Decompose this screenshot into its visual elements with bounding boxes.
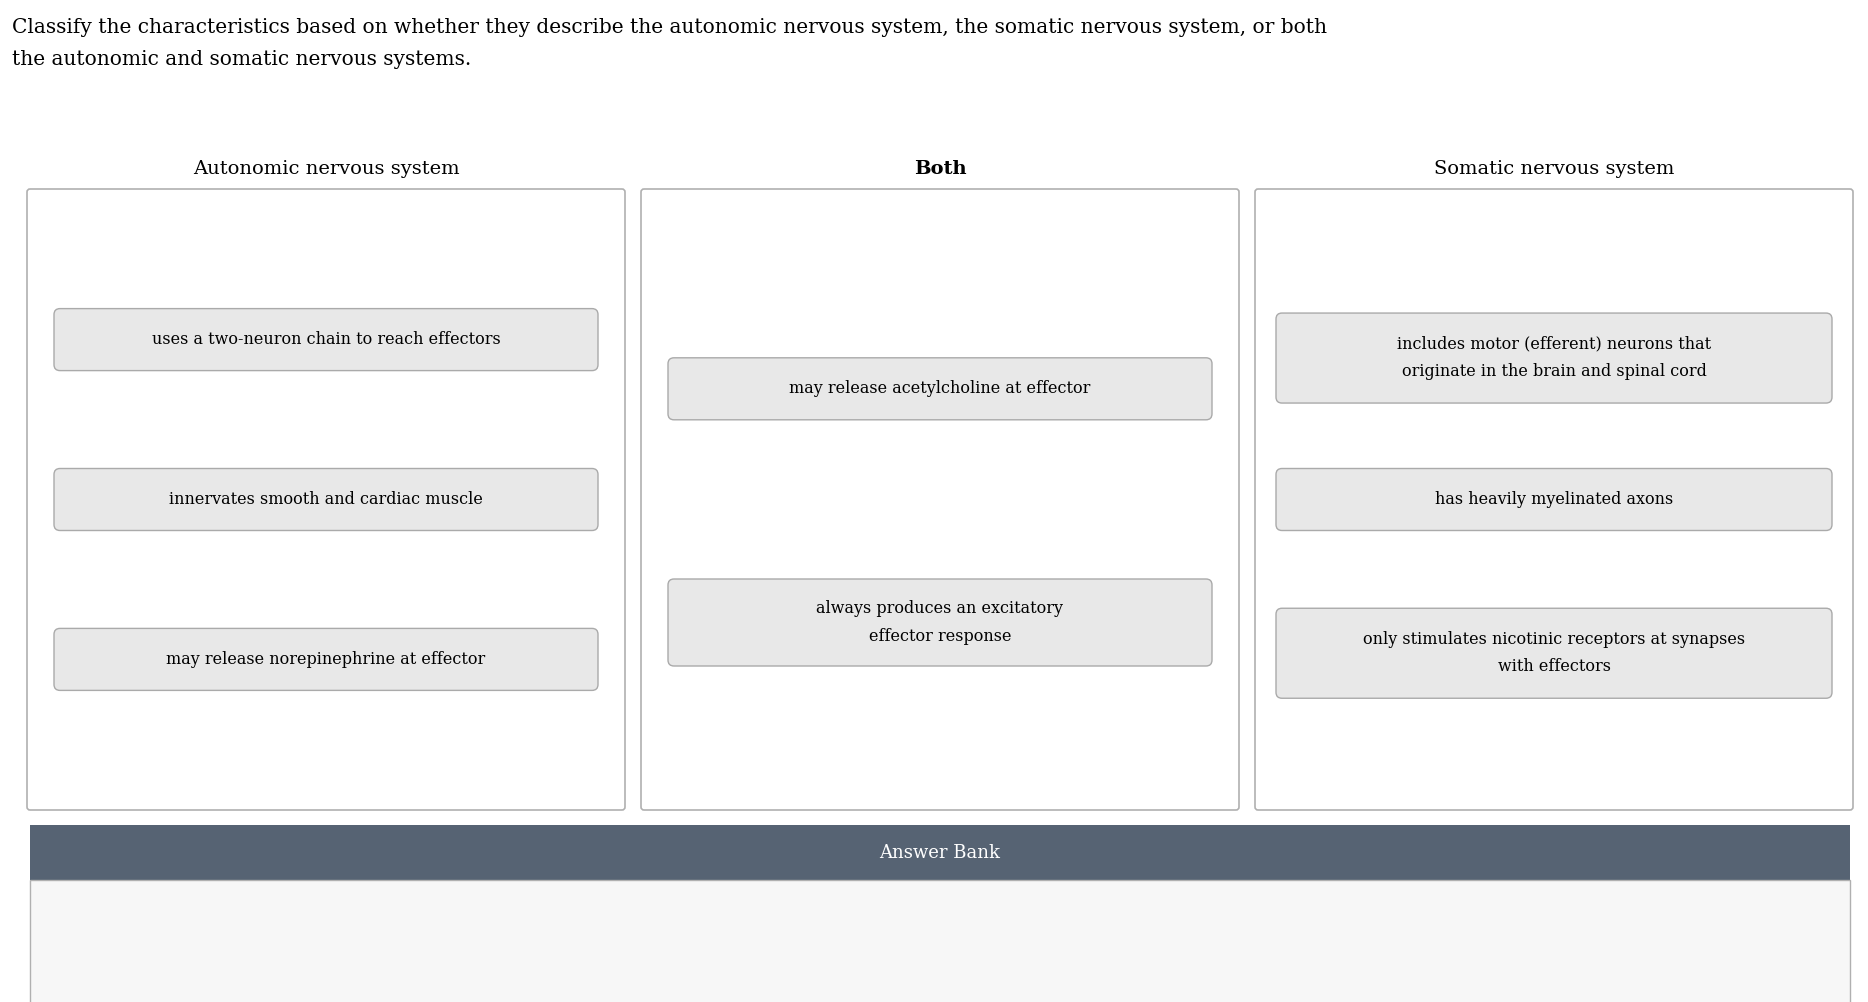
Text: uses a two-neuron chain to reach effectors: uses a two-neuron chain to reach effecto… [151,331,501,348]
FancyBboxPatch shape [669,358,1212,420]
FancyBboxPatch shape [30,880,1849,1002]
FancyBboxPatch shape [54,628,598,690]
FancyBboxPatch shape [1276,608,1833,698]
Text: Somatic nervous system: Somatic nervous system [1435,160,1674,178]
FancyBboxPatch shape [1276,313,1833,403]
Text: includes motor (efferent) neurons that
originate in the brain and spinal cord: includes motor (efferent) neurons that o… [1397,336,1711,380]
FancyBboxPatch shape [26,189,626,810]
FancyBboxPatch shape [1255,189,1853,810]
Text: the autonomic and somatic nervous systems.: the autonomic and somatic nervous system… [11,50,471,69]
Text: only stimulates nicotinic receptors at synapses
with effectors: only stimulates nicotinic receptors at s… [1364,631,1745,675]
FancyBboxPatch shape [641,189,1238,810]
Text: Autonomic nervous system: Autonomic nervous system [192,160,460,178]
Text: Both: Both [913,160,966,178]
Text: innervates smooth and cardiac muscle: innervates smooth and cardiac muscle [170,491,484,508]
Text: always produces an excitatory
effector response: always produces an excitatory effector r… [816,600,1063,644]
Text: Classify the characteristics based on whether they describe the autonomic nervou: Classify the characteristics based on wh… [11,18,1326,37]
FancyBboxPatch shape [1276,469,1833,530]
FancyBboxPatch shape [54,469,598,530]
FancyBboxPatch shape [54,309,598,371]
Text: Answer Bank: Answer Bank [880,844,1001,862]
FancyBboxPatch shape [669,579,1212,666]
Text: may release acetylcholine at effector: may release acetylcholine at effector [790,381,1091,398]
Text: may release norepinephrine at effector: may release norepinephrine at effector [166,651,486,668]
Bar [30,825,1849,880]
Text: has heavily myelinated axons: has heavily myelinated axons [1435,491,1674,508]
